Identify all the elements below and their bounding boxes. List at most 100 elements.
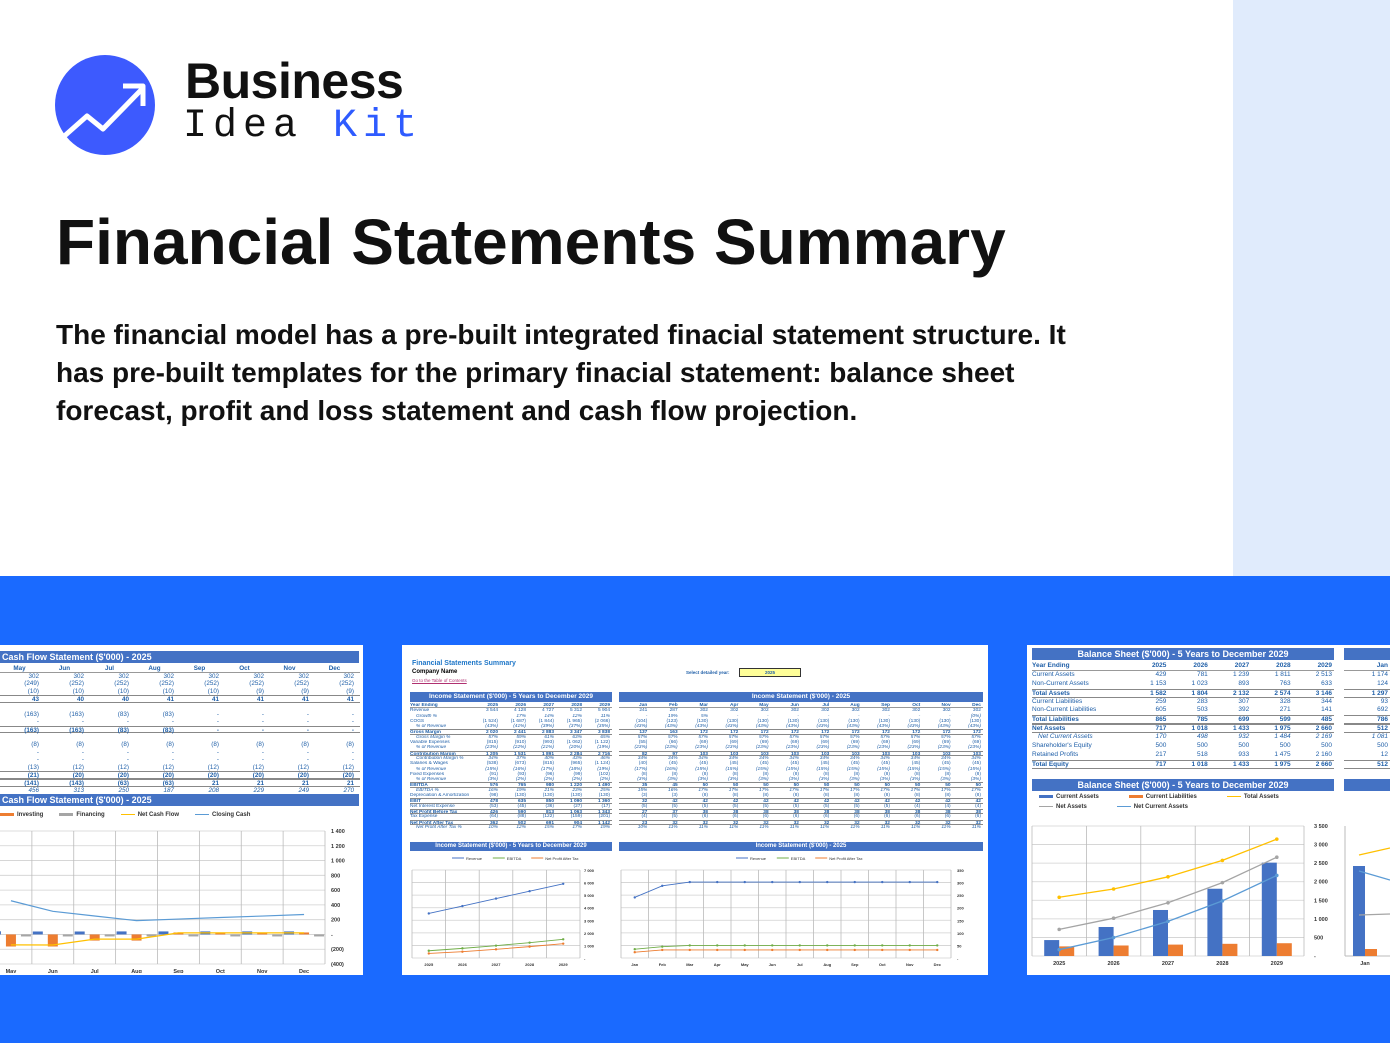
table-cell: - (126, 756, 129, 764)
line-revenue (634, 881, 938, 898)
table-cell: 1 804 (1191, 689, 1208, 697)
table-cell: (69) (942, 740, 951, 746)
table-cell: 11% (600, 713, 610, 719)
x-tick-label: Oct (879, 962, 886, 967)
data-point (633, 951, 636, 954)
table-cell: (8) (884, 793, 890, 799)
table-row: Revenue 3 544 4 128 4 727 5 312 5 904 (410, 708, 612, 713)
x-tick-label: Jan (631, 962, 638, 967)
table-cell: (130) (909, 718, 921, 724)
line-ebitda (634, 944, 938, 950)
table-cell: (2 066) (594, 718, 610, 724)
table-cell: 3 146 (1315, 689, 1333, 697)
table-cell: (8) (762, 793, 769, 799)
table-row: % of Revenue (15%) (16%) (17%) (18%) (19%) (410, 767, 612, 772)
table-cell: (69) (911, 740, 921, 746)
annual-income-title: Income Statement ($'000) - 5 Years to De… (410, 692, 612, 702)
table-cell: (3%) (758, 777, 769, 783)
table-cell: (15%) (816, 766, 830, 772)
table-cell: 781 (1196, 670, 1208, 678)
legend-item: Current Liabilities (1128, 794, 1197, 800)
data-point (661, 884, 664, 888)
table-cell: (5) (641, 803, 648, 809)
table-cell: 1 153 (1150, 679, 1167, 687)
table-cell: (40) (638, 761, 648, 767)
table-cell: 16% (488, 787, 498, 793)
table-cell: (130) (542, 793, 554, 799)
table-cell: 63% (572, 734, 582, 740)
cashflow-chart-title: Cash Flow Statement ($'000) - 2025 (0, 794, 359, 806)
y-tick-label: 1 000 (1314, 917, 1328, 923)
table-cell: (27) (573, 803, 582, 809)
y-tick-label: 800 (331, 873, 340, 879)
table-cell: (45) (790, 761, 799, 767)
table-cell: 10% (637, 824, 648, 830)
bar-financing (20, 934, 31, 937)
y-tick-label: (400) (331, 962, 344, 968)
legend-label: Revenue (466, 856, 483, 861)
legend-label: EBITDA (507, 856, 522, 861)
table-cell: 57% (819, 734, 830, 740)
table-cell: (2%) (543, 777, 554, 783)
table-row: (104) (123) (130) (130) (130) (130) (130) (130)… (619, 719, 983, 724)
table-cell: 302 (28, 672, 39, 680)
table-cell: (43%) (755, 724, 769, 730)
data-point (528, 890, 531, 893)
table-cell: (66) (669, 740, 678, 746)
row-label: EBIT (410, 799, 421, 803)
table-cell: 512 (1377, 725, 1388, 733)
table-cell (45, 733, 90, 741)
data-point (826, 880, 829, 884)
table-cell: 302 (942, 708, 951, 714)
table-cell: 17% (572, 824, 582, 830)
table-row: 456 313 250 187 208 229 249 270 (0, 787, 360, 795)
table-cell: - (918, 713, 921, 719)
row-label: Contribution Margin (410, 751, 456, 755)
legend-label: Net Profit After Tax (545, 856, 578, 861)
table-cell: (8) (975, 793, 981, 799)
data-point (743, 948, 746, 952)
table-cell (270, 733, 315, 741)
table-cell: (130) (787, 718, 799, 724)
table-cell: 57% (910, 734, 921, 740)
table-cell: 17% (516, 713, 526, 719)
table-cell: 42 (732, 799, 739, 805)
bar-current-liabilities (1222, 943, 1238, 956)
table-cell: 103 (790, 751, 799, 757)
table-cell: 17% (759, 787, 769, 793)
table-cell: (15%) (786, 766, 799, 772)
row-label: Non-Current Assets (1032, 679, 1089, 687)
table-cell: (5) (884, 803, 890, 809)
table-cell: (23%) (816, 745, 830, 751)
table-cell: (252) (249, 680, 264, 688)
row-label: % of Revenue (416, 745, 447, 751)
table-cell: 103 (730, 751, 739, 757)
bar-investing (47, 934, 58, 947)
table-cell: (83) (117, 710, 129, 718)
table-cell: (5) (853, 803, 860, 809)
table-cell (225, 733, 270, 741)
table-row: 57% 57% 57% 57% 57% 57% 57% 57% 57% 57% 57% 57% (619, 735, 983, 740)
table-cell: (252) (159, 680, 174, 688)
table-cell: 635 (517, 799, 526, 805)
table-cell: 16% (668, 787, 678, 793)
table-cell: 50 (945, 783, 951, 789)
data-point (688, 948, 691, 952)
toc-link[interactable]: Go to the Table of Contents (412, 678, 467, 683)
table-cell: 500 (1377, 742, 1388, 750)
table-cell: 4 128 (513, 708, 526, 714)
table-row: Contribution Margin % 34% 37% 40% 43% 46% (410, 756, 612, 761)
bar-investing (5, 934, 16, 947)
table-cell: 40 (76, 696, 84, 704)
row-label: Tax Expense (410, 814, 438, 820)
data-point (427, 949, 430, 952)
table-cell: (163) (69, 726, 84, 734)
table-cell: (2%) (599, 777, 610, 783)
table-cell: (130) (878, 718, 890, 724)
table-cell: (36) (545, 803, 554, 809)
table-row: (3) (3) (8) (8) (8) (8) (8) (8) (8) (8) (8) (8) (619, 793, 983, 798)
bar-operating (116, 931, 127, 935)
select-year-input[interactable]: 2025 (739, 668, 801, 677)
table-cell: - (81, 718, 84, 726)
row-label: Gross Margin % (416, 734, 451, 740)
